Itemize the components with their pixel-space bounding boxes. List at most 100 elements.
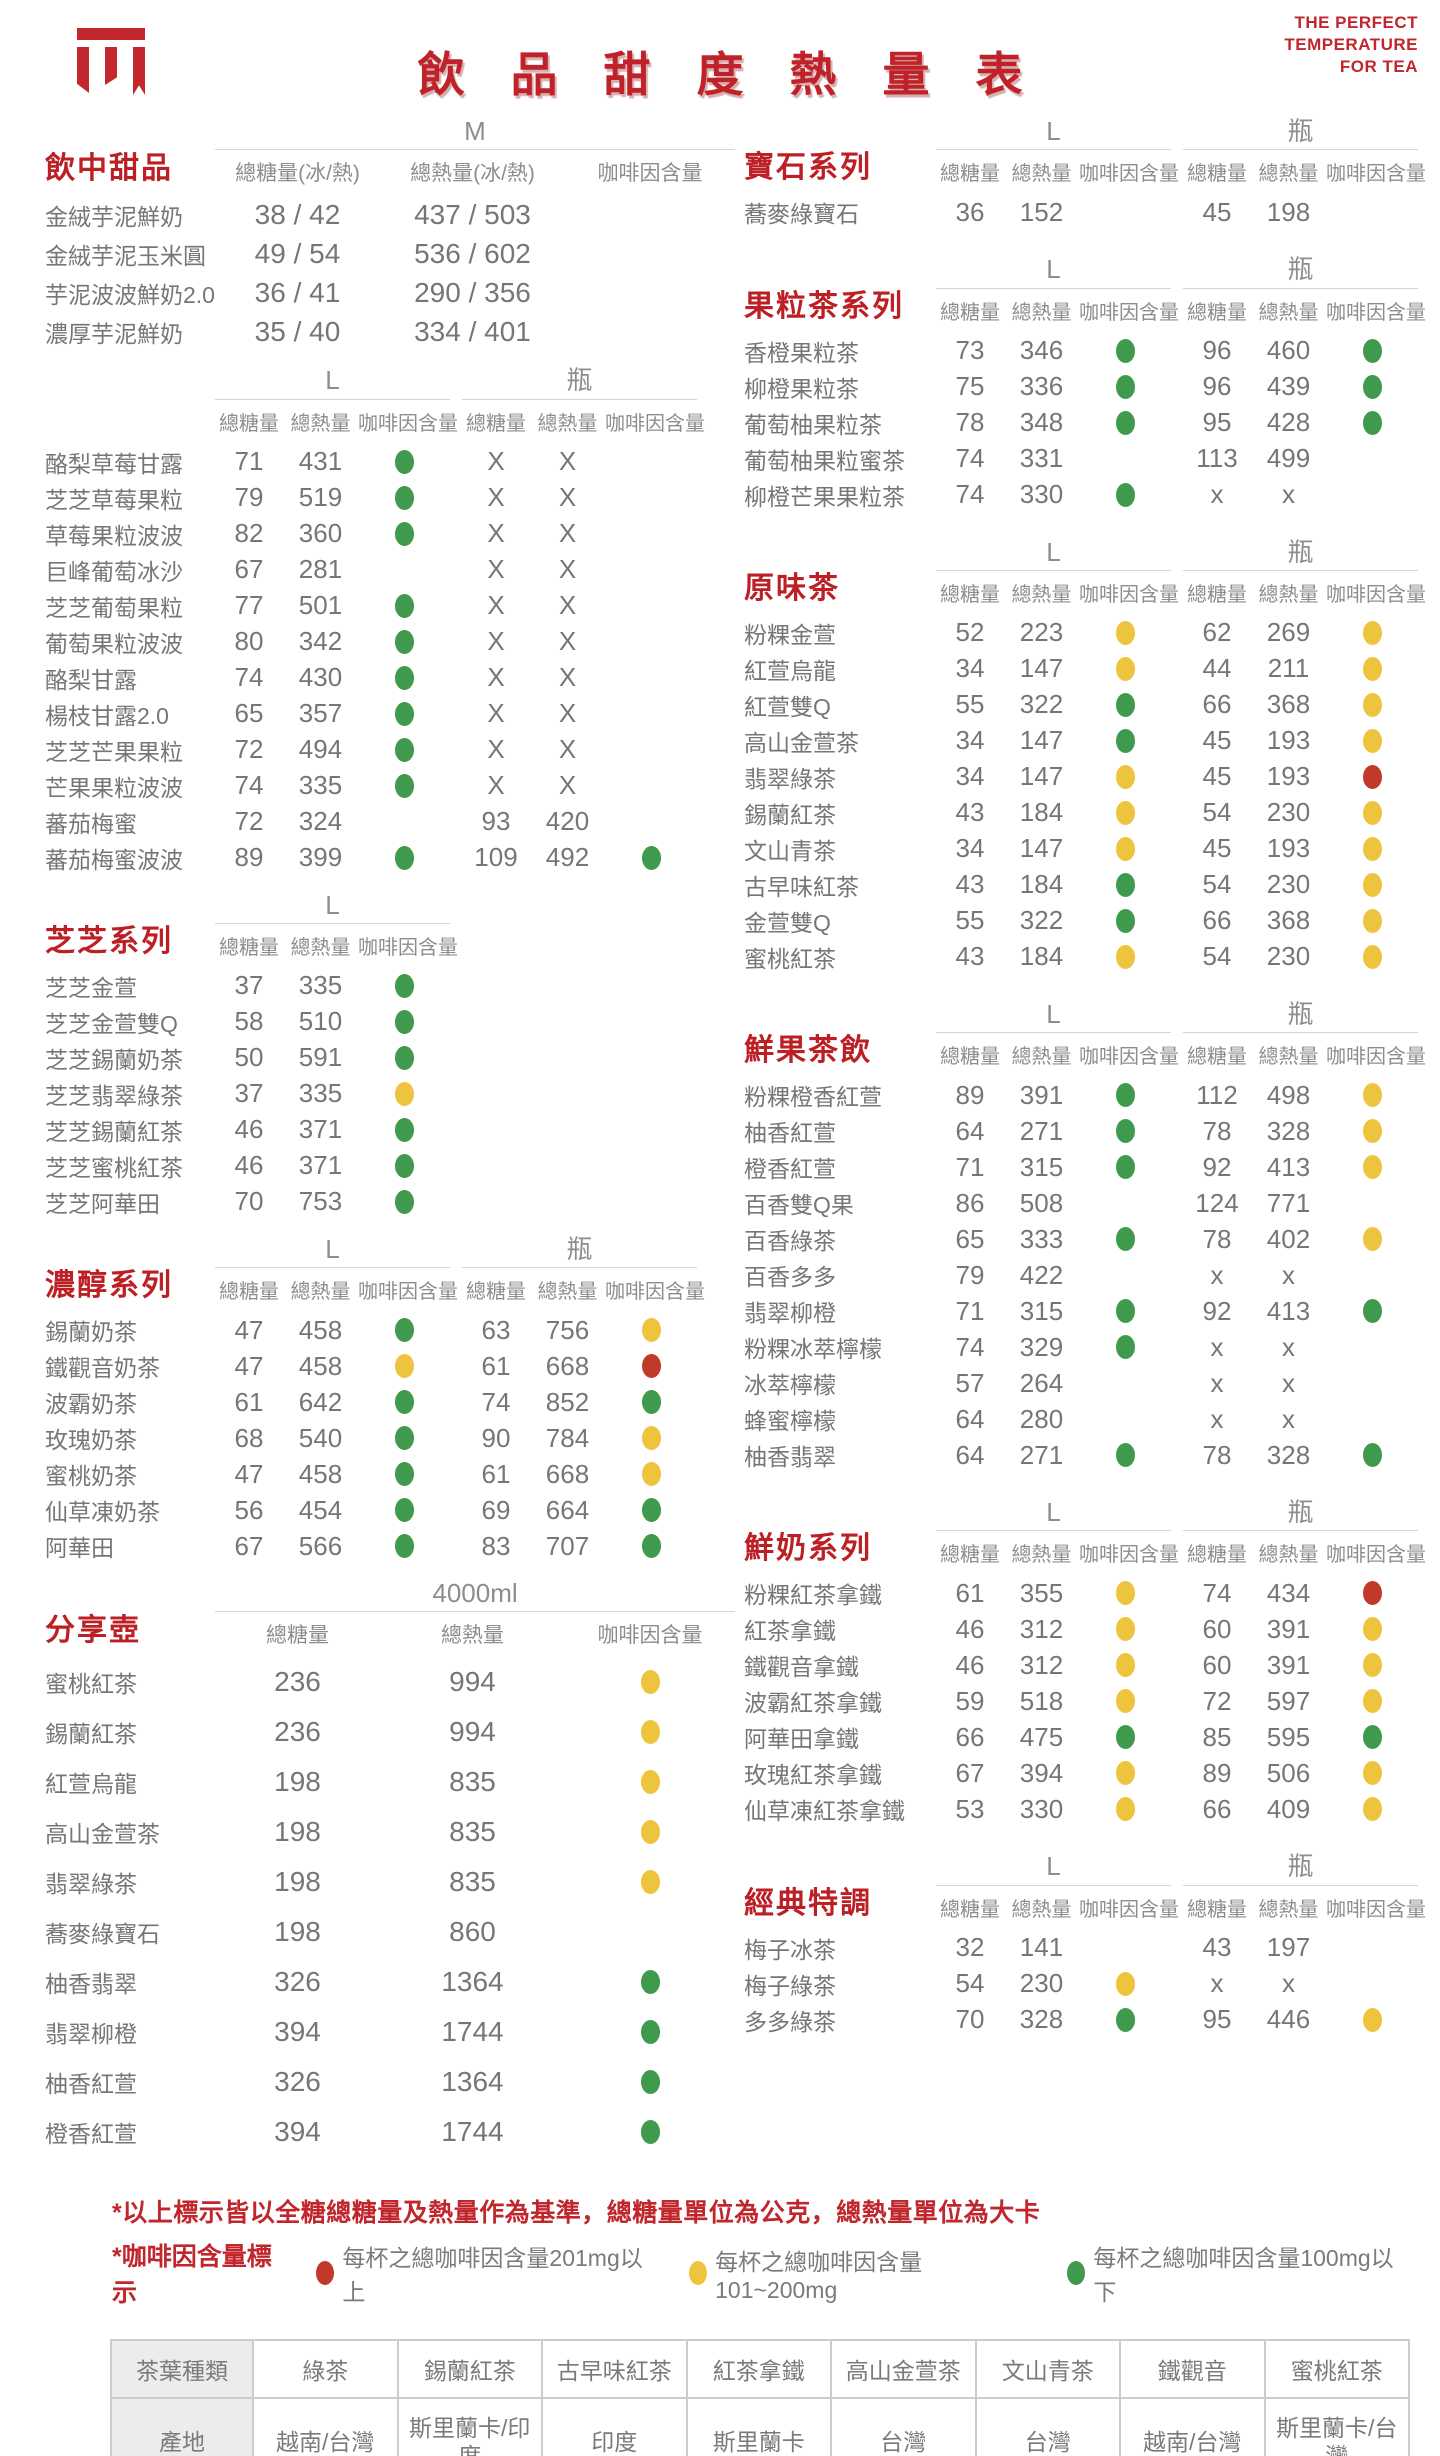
item-name: 紅萱烏龍 <box>744 657 836 684</box>
sugar-value: 74 <box>481 1386 511 1417</box>
menu-item-row: 葡萄柚果粒茶 78 348 95 428 <box>744 405 1420 441</box>
item-name: 波霸紅茶拿鐵 <box>744 1690 882 1717</box>
sugar-value: 46 <box>955 1613 985 1644</box>
sugar-value: 198 <box>274 1866 321 1898</box>
value-group: 38 / 42 437 / 503 <box>215 199 735 231</box>
value-groups: 36 152 45 198 <box>936 197 1418 228</box>
menu-item-row: 芒果果粒波波 74 335 X X <box>45 768 740 804</box>
sugar-value: 198 <box>274 1916 321 1948</box>
legend-dot-yellow <box>689 2261 708 2286</box>
value-groups: 80 342 X X <box>215 626 697 657</box>
calorie-value: 439 <box>1266 371 1311 402</box>
value-groups: 46 371 <box>215 1150 450 1181</box>
column-header: 咖啡因含量 <box>1079 1046 1179 1069</box>
value-group: 66 475 <box>936 1722 1171 1753</box>
column-header: 總糖量 <box>219 936 279 959</box>
caffeine-cell <box>358 1318 450 1343</box>
caffeine-cell <box>565 1670 735 1695</box>
footnote-basis: *以上標示皆以全糖總糖量及熱量作為基準，總糖量單位為公克，總熱量單位為大卡 <box>112 2199 1041 2228</box>
sugar-value: 78 <box>1202 1439 1232 1470</box>
column-header: 總熱量(冰/熱) <box>410 162 535 186</box>
item-name: 橙香紅萱 <box>45 2121 137 2148</box>
column-header: 咖啡因含量 <box>1079 583 1179 606</box>
caffeine-cell <box>605 1498 697 1523</box>
sugar-value: 92 <box>1202 1295 1232 1326</box>
calorie-value: 642 <box>298 1386 343 1417</box>
column-header: 總糖量 <box>1187 1046 1247 1069</box>
caffeine-dot-yellow <box>394 1081 414 1106</box>
calorie-value: 281 <box>298 554 343 585</box>
value-groups: 67 394 89 506 <box>936 1758 1418 1789</box>
menu-item-row: 高山金萱茶 34 147 45 193 <box>744 723 1420 759</box>
value-groups: 36 / 41 290 / 356 <box>215 277 735 309</box>
caffeine-cell <box>358 629 450 654</box>
value-groups: 72 494 X X <box>215 734 697 765</box>
size-headers: L 總糖量 總熱量 咖啡因含量瓶總糖量 總熱量 咖啡因含量 <box>936 1851 1426 1921</box>
calorie-value: 458 <box>298 1458 343 1489</box>
column-headers: 總糖量 總熱量 咖啡因含量 <box>1183 1538 1426 1567</box>
caffeine-cell <box>358 521 450 546</box>
calorie-value: 536 / 602 <box>414 237 531 269</box>
section-title: 原味茶 <box>744 571 840 605</box>
sugar-value: 70 <box>234 1186 264 1217</box>
calorie-value: 409 <box>1266 1793 1311 1824</box>
sugar-value: 65 <box>234 698 264 729</box>
calorie-value: 197 <box>1266 1932 1311 1963</box>
calorie-value: X <box>558 482 577 513</box>
caffeine-cell <box>358 1117 450 1142</box>
value-groups: 47 458 63 756 <box>215 1315 697 1346</box>
menu-item-row: 粉粿金萱 52 223 62 269 <box>744 615 1420 651</box>
caffeine-cell <box>1326 800 1418 825</box>
value-group: 82 360 <box>215 518 450 549</box>
calorie-value: 492 <box>545 842 590 873</box>
value-group: 79 519 <box>215 482 450 513</box>
sugar-value: X <box>487 626 505 657</box>
caffeine-dot-yellow <box>1362 620 1382 645</box>
item-name: 多多綠茶 <box>744 2008 836 2035</box>
menu-item-row: 香橙果粒茶 73 346 96 460 <box>744 333 1420 369</box>
column-header: 咖啡因含量 <box>1079 1898 1179 1921</box>
calorie-value: 333 <box>1019 1223 1064 1254</box>
item-name: 紅茶拿鐵 <box>744 1618 836 1645</box>
value-group: 66 409 <box>1183 1794 1418 1825</box>
calorie-value: 264 <box>1019 1367 1064 1398</box>
caffeine-dot-green <box>1115 692 1135 717</box>
caffeine-cell <box>358 449 450 474</box>
caffeine-cell <box>1326 908 1418 933</box>
caffeine-dot-yellow <box>1115 764 1135 789</box>
value-group: 113 499 <box>1183 443 1418 474</box>
value-groups: 34 147 44 211 <box>936 653 1418 684</box>
column-headers: 總糖量 總熱量 咖啡因含量 <box>215 1275 458 1304</box>
column-headers: 總糖量 總熱量 咖啡因含量 <box>215 407 458 436</box>
value-groups: 198 835 <box>215 1766 735 1798</box>
value-group: 70 328 <box>936 2004 1171 2035</box>
caffeine-dot-green <box>1115 1335 1135 1360</box>
sugar-value: x <box>1210 1403 1224 1434</box>
menu-item-row: 翡翠綠茶 34 147 45 193 <box>744 759 1420 795</box>
size-label: 瓶 <box>1287 998 1314 1029</box>
size-label: L <box>1046 1851 1061 1882</box>
caffeine-dot-green <box>1115 338 1135 363</box>
calorie-value: 152 <box>1019 196 1064 227</box>
size-label: M <box>464 116 486 146</box>
calorie-value: 141 <box>1019 1932 1064 1963</box>
legend-item: 每杯之總咖啡因含量201mg以上 <box>316 2239 649 2307</box>
calorie-value: 330 <box>1019 479 1064 510</box>
item-name: 粉粿紅茶拿鐵 <box>744 1582 882 1609</box>
caffeine-cell <box>1079 944 1171 969</box>
header-rule <box>936 1530 1171 1532</box>
sugar-value: 62 <box>1202 617 1232 648</box>
value-group: 78 348 <box>936 407 1171 438</box>
value-group: 69 664 <box>462 1495 697 1526</box>
size-headers: L 總糖量 總熱量 咖啡因含量瓶總糖量 總熱量 咖啡因含量 <box>215 366 705 436</box>
caffeine-dot-green <box>394 521 414 546</box>
caffeine-cell <box>1079 1617 1171 1642</box>
calorie-value: 664 <box>545 1494 590 1525</box>
value-group: 92 413 <box>1183 1296 1418 1327</box>
item-name: 蜜桃奶茶 <box>45 1463 137 1490</box>
caffeine-dot-yellow <box>1362 692 1382 717</box>
value-group: 96 439 <box>1183 371 1418 402</box>
item-name: 蕎麥綠寶石 <box>744 201 859 228</box>
caffeine-cell <box>358 1390 450 1415</box>
caffeine-cell <box>565 1770 735 1795</box>
